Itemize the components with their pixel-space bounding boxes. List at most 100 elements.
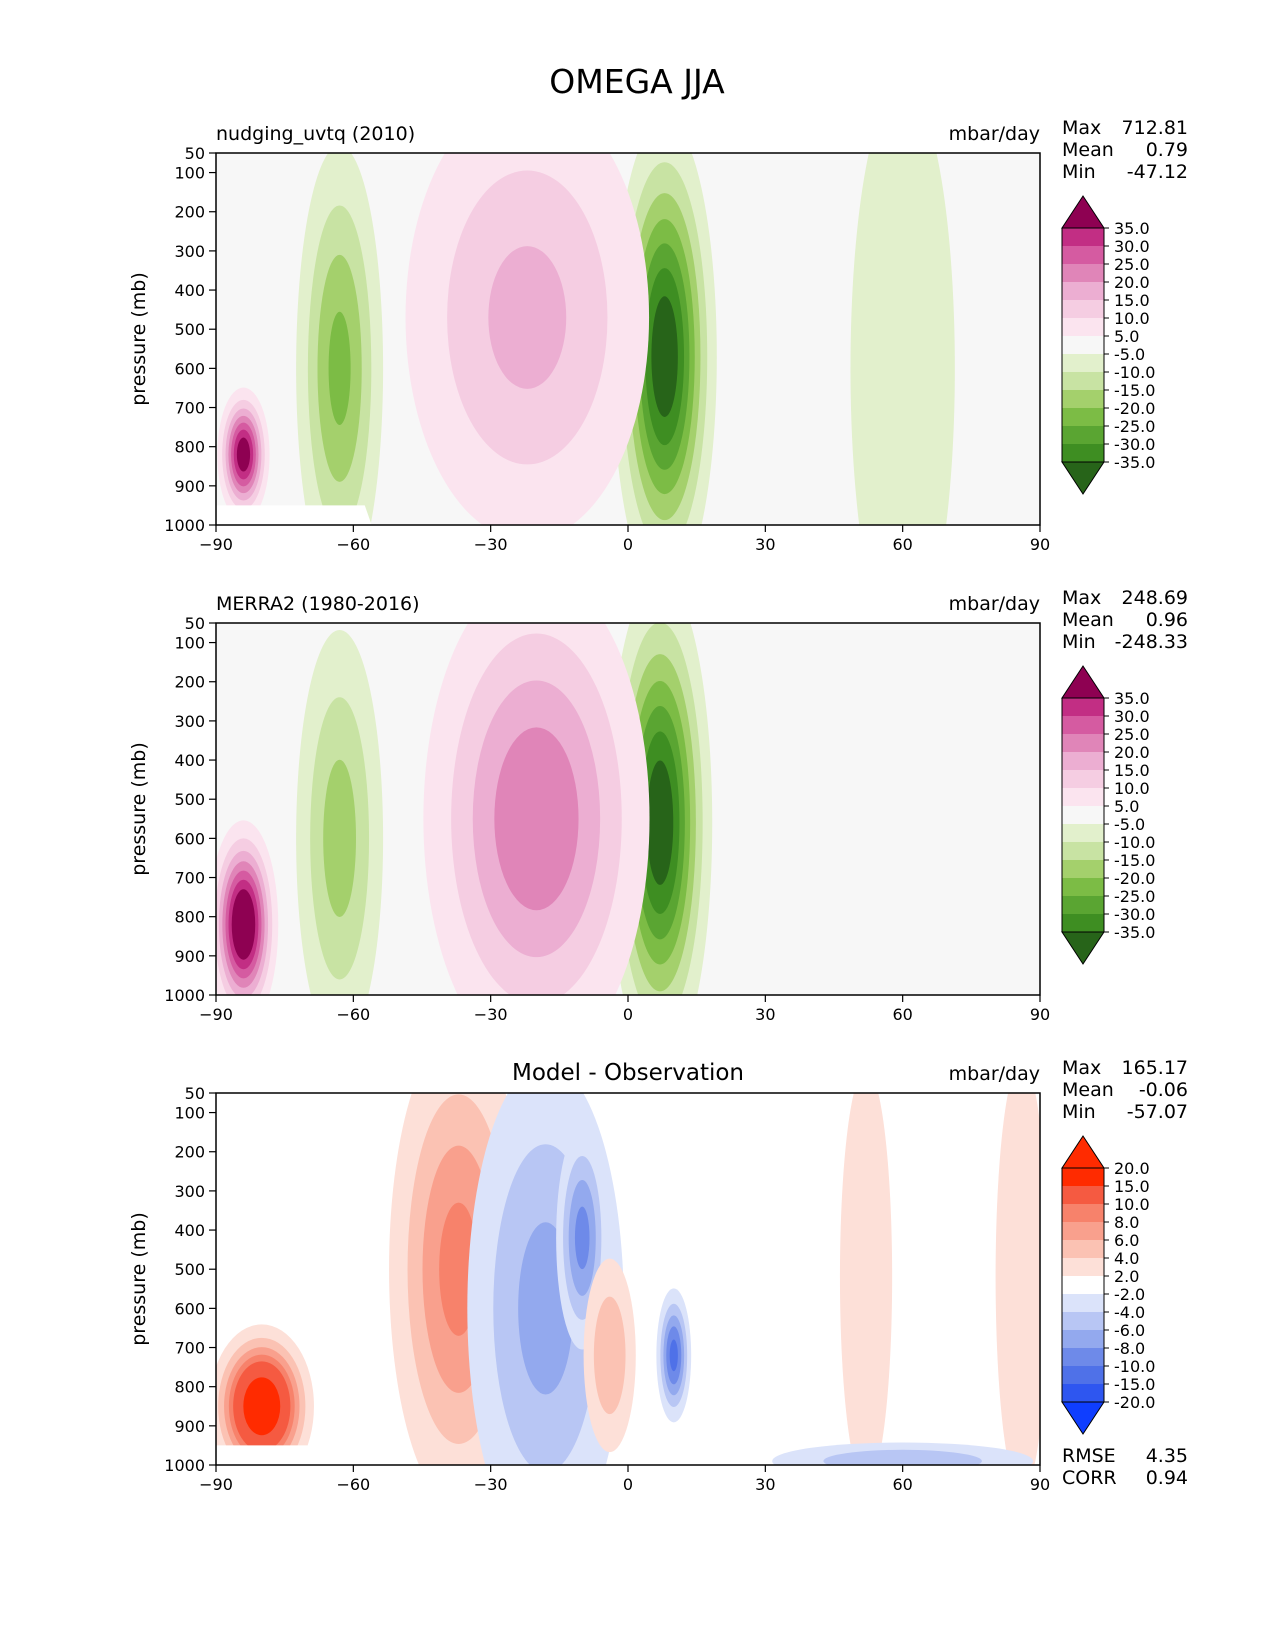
colorbar-tick-label: 15.0 bbox=[1114, 291, 1150, 310]
colorbar-segment bbox=[1062, 914, 1104, 932]
colorbar-segment bbox=[1062, 318, 1104, 336]
colorbar-segment bbox=[1062, 788, 1104, 806]
contour-band bbox=[651, 296, 678, 417]
colorbar-segment bbox=[1062, 1384, 1104, 1402]
x-tick-label: −30 bbox=[474, 535, 508, 554]
y-tick-label: 600 bbox=[174, 1299, 205, 1318]
y-tick-label: 50 bbox=[185, 144, 205, 163]
colorbar-tick-label: -4.0 bbox=[1114, 1303, 1145, 1322]
surface-mask bbox=[216, 1445, 372, 1465]
min-label: Min bbox=[1062, 161, 1096, 183]
y-tick-label: 200 bbox=[174, 673, 205, 692]
colorbar-tick-label: -8.0 bbox=[1114, 1339, 1145, 1358]
colorbar-tick-label: -35.0 bbox=[1114, 923, 1155, 942]
colorbar-segment bbox=[1062, 1204, 1104, 1222]
rmse-label: RMSE bbox=[1062, 1445, 1116, 1467]
colorbar-tick-label: 5.0 bbox=[1114, 327, 1139, 346]
colorbar-segment bbox=[1062, 1240, 1104, 1258]
x-tick-label: 60 bbox=[892, 1475, 912, 1494]
y-tick-label: 200 bbox=[174, 203, 205, 222]
contour-band bbox=[574, 1206, 590, 1270]
x-tick-label: −60 bbox=[336, 1005, 370, 1024]
colorbar-tick-label: -10.0 bbox=[1114, 1357, 1155, 1376]
colorbar-tick-label: -15.0 bbox=[1114, 851, 1155, 870]
y-tick-label: 700 bbox=[174, 869, 205, 888]
colorbar-tick-label: 8.0 bbox=[1114, 1213, 1139, 1232]
max-label: Max bbox=[1062, 1057, 1101, 1079]
colorbar-segment bbox=[1062, 390, 1104, 408]
colorbar-segment bbox=[1062, 896, 1104, 914]
colorbar-segment bbox=[1062, 716, 1104, 734]
y-tick-label: 900 bbox=[174, 947, 205, 966]
y-tick-label: 1000 bbox=[164, 516, 205, 535]
min-value: -47.12 bbox=[1127, 161, 1188, 183]
colorbar-tick-label: 30.0 bbox=[1114, 707, 1150, 726]
colorbar-segment bbox=[1062, 282, 1104, 300]
contour-band bbox=[243, 1377, 281, 1436]
colorbar-tick-label: -5.0 bbox=[1114, 815, 1145, 834]
colorbar-segment bbox=[1062, 842, 1104, 860]
x-tick-label: −30 bbox=[474, 1475, 508, 1494]
y-tick-label: 300 bbox=[174, 1182, 205, 1201]
colorbar-tick-label: 4.0 bbox=[1114, 1249, 1139, 1268]
y-tick-label: 300 bbox=[174, 242, 205, 261]
colorbar-tick-label: 20.0 bbox=[1114, 273, 1150, 292]
colorbar-tick-label: 6.0 bbox=[1114, 1231, 1139, 1250]
colorbar-3: 20.015.010.08.06.04.02.0-2.0-4.0-6.0-8.0… bbox=[1061, 1135, 1155, 1435]
colorbar-tick-label: -10.0 bbox=[1114, 833, 1155, 852]
y-tick-label: 400 bbox=[174, 751, 205, 770]
panel-3-ylabel: pressure (mb) bbox=[128, 1212, 150, 1346]
colorbar-frame bbox=[1061, 697, 1105, 933]
x-tick-label: −90 bbox=[199, 1475, 233, 1494]
colorbar-tick-label: 2.0 bbox=[1114, 1267, 1139, 1286]
colorbar-segment bbox=[1062, 770, 1104, 788]
x-tick-label: 90 bbox=[1030, 1005, 1050, 1024]
colorbar-segment bbox=[1062, 228, 1104, 246]
y-tick-label: 400 bbox=[174, 281, 205, 300]
colorbar-tick-label: 25.0 bbox=[1114, 255, 1150, 274]
x-tick-label: −90 bbox=[199, 535, 233, 554]
metrics-3: RMSE 4.35 CORR 0.94 bbox=[1062, 1445, 1188, 1489]
colorbar-segment bbox=[1062, 300, 1104, 318]
colorbar-segment bbox=[1062, 860, 1104, 878]
y-tick-label: 500 bbox=[174, 790, 205, 809]
colorbar-segment bbox=[1062, 1276, 1104, 1294]
colorbar-segment bbox=[1062, 408, 1104, 426]
y-tick-label: 500 bbox=[174, 320, 205, 339]
colorbar-tick-label: -15.0 bbox=[1114, 1375, 1155, 1394]
colorbar-tick-label: -30.0 bbox=[1114, 905, 1155, 924]
min-value: -248.33 bbox=[1115, 631, 1188, 653]
colorbar-tick-label: -25.0 bbox=[1114, 887, 1155, 906]
mean-label: Mean bbox=[1062, 139, 1114, 161]
colorbar-tick-label: 10.0 bbox=[1114, 1195, 1150, 1214]
x-tick-label: 0 bbox=[623, 1005, 633, 1024]
mean-value: 0.96 bbox=[1146, 609, 1188, 631]
colorbar-segment bbox=[1062, 824, 1104, 842]
contour-band bbox=[669, 1339, 678, 1372]
x-tick-label: 90 bbox=[1030, 1475, 1050, 1494]
colorbar-tick-label: -30.0 bbox=[1114, 435, 1155, 454]
x-tick-label: 30 bbox=[755, 535, 775, 554]
y-tick-label: 900 bbox=[174, 477, 205, 496]
colorbar-1: 35.030.025.020.015.010.05.0-5.0-10.0-15.… bbox=[1061, 195, 1155, 495]
contour-band bbox=[995, 1093, 1040, 1465]
x-tick-label: 0 bbox=[623, 535, 633, 554]
colorbar-segment bbox=[1062, 1294, 1104, 1312]
corr-value: 0.94 bbox=[1146, 1467, 1188, 1489]
contour-band bbox=[839, 1093, 893, 1465]
colorbar-tick-label: 20.0 bbox=[1114, 1159, 1150, 1178]
x-axis-2: −90 −60 −30 0 30 60 90 bbox=[199, 995, 1050, 1024]
colorbar-tick-label: -6.0 bbox=[1114, 1321, 1145, 1340]
panel-1-units: mbar/day bbox=[949, 123, 1040, 145]
field-2 bbox=[216, 623, 713, 995]
colorbar-extend-top bbox=[1061, 195, 1105, 229]
x-tick-label: 0 bbox=[623, 1475, 633, 1494]
colorbar-segment bbox=[1062, 1348, 1104, 1366]
x-tick-label: 60 bbox=[892, 535, 912, 554]
colorbar-frame bbox=[1061, 227, 1105, 463]
